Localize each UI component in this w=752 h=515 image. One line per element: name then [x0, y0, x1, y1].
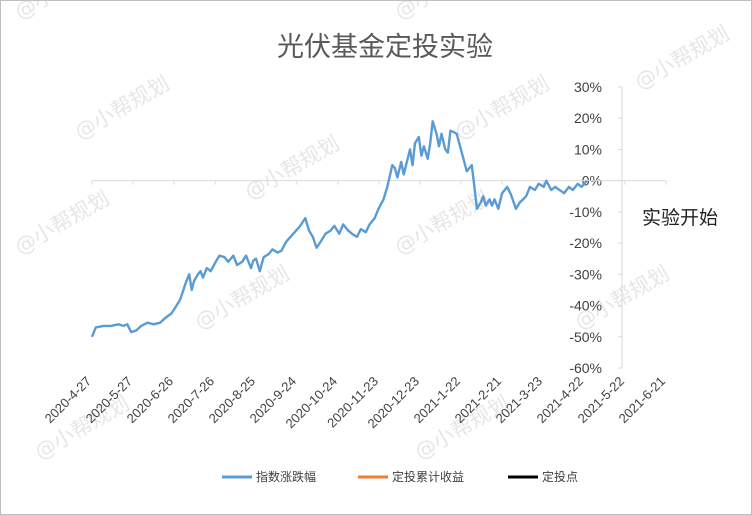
- legend-label: 定投点: [542, 469, 578, 484]
- watermark-text: @小帮规划: [451, 71, 554, 144]
- chart-title: 光伏基金定投实验: [277, 32, 493, 63]
- y-tick-label: -10%: [569, 204, 602, 220]
- y-tick-label: -20%: [569, 235, 602, 251]
- watermark-text: @小帮规划: [391, 186, 494, 259]
- legend: 指数涨跌幅 定投累计收益 定投点: [222, 469, 578, 484]
- series-line-index-change: [90, 120, 588, 338]
- y-tick-label: -30%: [569, 266, 602, 282]
- watermark-text: @小帮规划: [11, 0, 114, 24]
- watermark-text: @小帮规划: [31, 391, 134, 464]
- y-tick-label: -50%: [569, 329, 602, 345]
- annotation-experiment-start: 实验开始: [642, 207, 718, 229]
- watermark-text: @小帮规划: [71, 71, 174, 144]
- watermark-text: @小帮规划: [11, 186, 114, 259]
- axes: 30%20%10%0%-10%-20%-30%-40%-50%-60%2020-…: [42, 79, 669, 431]
- watermark-text: @小帮规划: [631, 21, 734, 94]
- y-tick-label: 30%: [574, 79, 602, 95]
- plot-area: [90, 120, 588, 338]
- y-tick-label: 10%: [574, 141, 602, 157]
- watermark-text: @小帮规划: [391, 0, 494, 24]
- watermark-text: @小帮规划: [241, 131, 344, 204]
- y-tick-label: -60%: [569, 360, 602, 376]
- legend-label: 定投累计收益: [392, 469, 464, 484]
- y-tick-label: 20%: [574, 110, 602, 126]
- y-tick-label: -40%: [569, 298, 602, 314]
- legend-label: 指数涨跌幅: [256, 469, 316, 484]
